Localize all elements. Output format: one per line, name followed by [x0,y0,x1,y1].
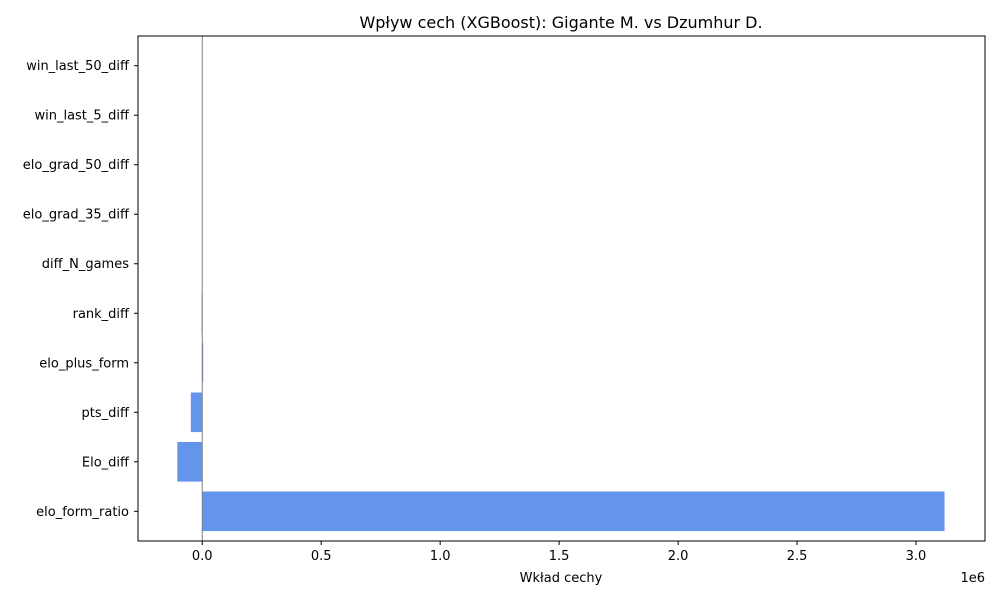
y-tick-label: Elo_diff [82,455,130,470]
x-tick-label: 1.5 [549,549,570,564]
y-tick-label: win_last_50_diff [26,59,130,74]
y-tick-label: diff_N_games [42,257,129,272]
y-tick-label: elo_form_ratio [36,505,129,520]
y-tick-label: rank_diff [73,307,130,322]
bar-elo_form_ratio [202,491,945,532]
y-tick-label: elo_grad_50_diff [23,158,130,173]
chart-title: Wpływ cech (XGBoost): Gigante M. vs Dzum… [359,13,762,32]
plot-frame [137,35,986,542]
x-tick-label: 1.0 [430,549,451,564]
bar-pts_diff [190,392,203,433]
y-axis: elo_form_ratio Elo_diff pts_diff elo_plus_f… [23,59,138,520]
y-tick-label: win_last_5_diff [34,109,130,124]
y-tick-label: elo_plus_form [39,356,129,371]
x-tick-label: 0.0 [192,549,213,564]
x-axis: 0.0 0.5 1.0 1.5 2.0 2.5 3.0 [192,541,926,564]
x-axis-label: Wkład cechy [520,571,603,586]
x-tick-label: 3.0 [906,549,927,564]
x-tick-label: 0.5 [311,549,332,564]
bar-Elo_diff [177,441,203,482]
bars-layer [177,293,945,532]
y-tick-label: elo_grad_35_diff [23,208,130,223]
y-tick-label: pts_diff [82,406,130,421]
x-tick-label: 2.0 [668,549,689,564]
x-axis-scale-label: 1e6 [960,571,985,586]
x-tick-label: 2.5 [787,549,808,564]
